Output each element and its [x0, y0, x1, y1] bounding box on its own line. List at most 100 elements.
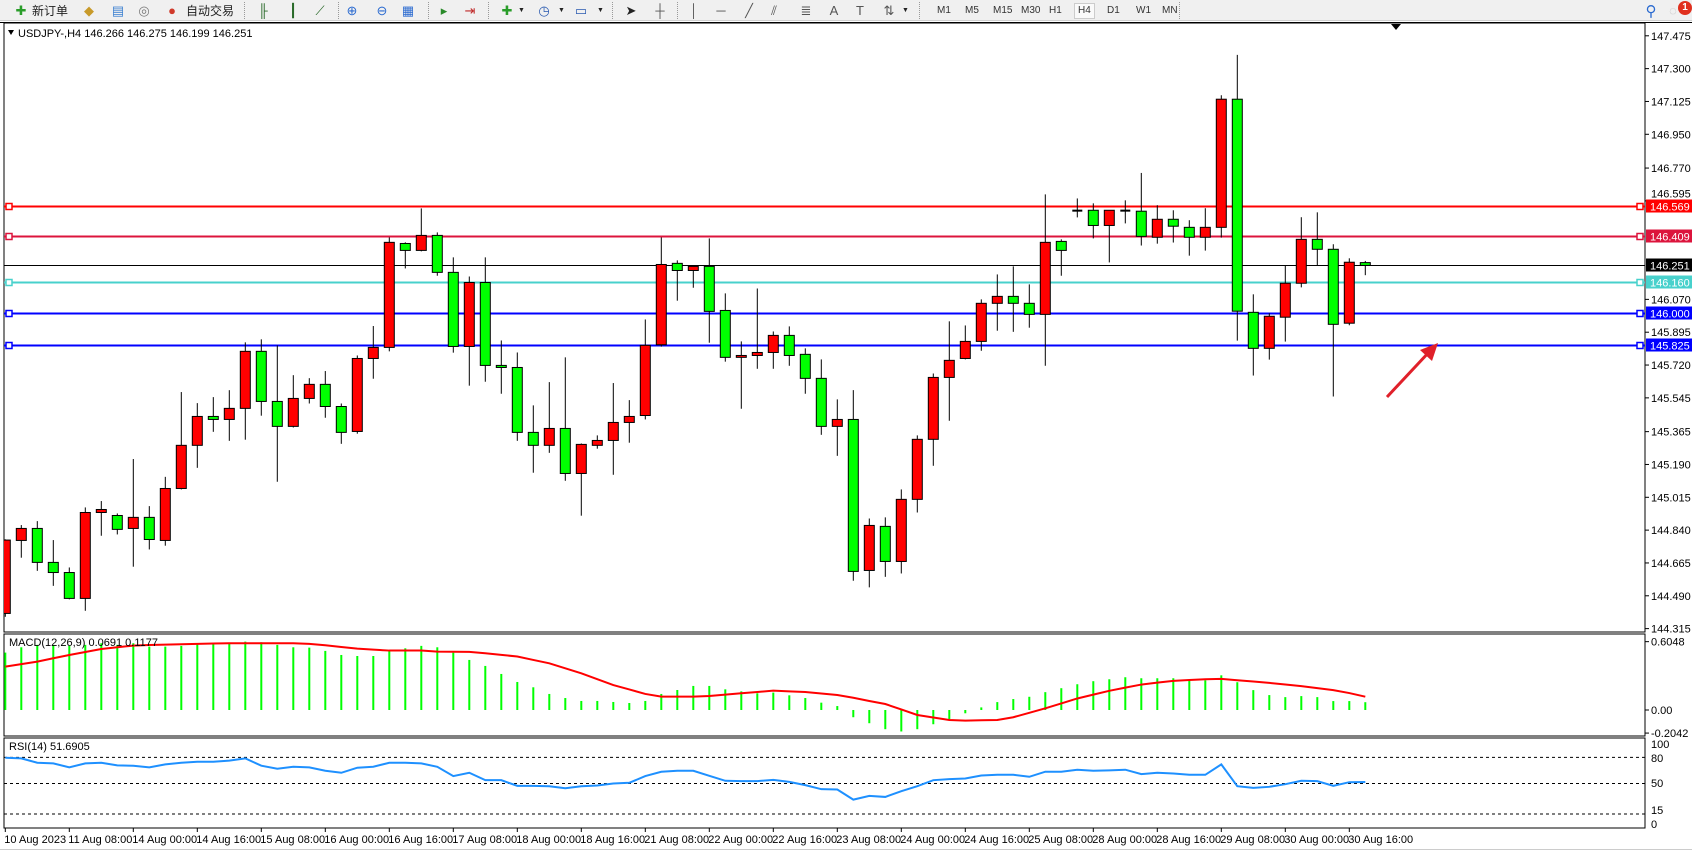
timeframe-w1[interactable]: W1: [1136, 5, 1151, 16]
candle: [1007, 266, 1019, 332]
line-handle[interactable]: [5, 202, 13, 211]
candle-body: [127, 516, 139, 529]
autoscroll-icon[interactable]: ▸: [440, 2, 448, 18]
chevron-down-icon[interactable]: ▼: [597, 7, 604, 14]
candle-body: [335, 405, 347, 433]
price-tag: [1646, 306, 1692, 320]
horizontal-line-icon[interactable]: ─: [716, 3, 726, 18]
candle: [735, 341, 747, 409]
line-handle[interactable]: [5, 232, 13, 241]
line-chart-icon[interactable]: ⟋: [315, 2, 325, 18]
bar-chart-icon[interactable]: ╟: [258, 3, 268, 18]
candle: [1327, 244, 1339, 397]
candlestick-icon[interactable]: ┃: [289, 2, 297, 18]
tile-windows-icon[interactable]: ▦: [401, 2, 415, 18]
fibonacci-icon[interactable]: ≣: [800, 2, 812, 18]
indicators-icon[interactable]: ✚: [501, 2, 513, 18]
candle-body: [175, 444, 187, 489]
signals-icon[interactable]: ◎: [138, 2, 150, 18]
periods-icon[interactable]: ◷: [538, 2, 550, 18]
zoom-out-icon[interactable]: ⊖: [376, 2, 388, 18]
templates-icon[interactable]: ▭: [574, 2, 588, 18]
candle-body: [223, 407, 235, 420]
candle-body: [495, 364, 507, 368]
candle-body: [63, 572, 75, 599]
candle: [575, 443, 587, 516]
equidistant-channel-icon[interactable]: ⫽: [771, 2, 777, 18]
line-handle[interactable]: [5, 341, 13, 350]
notifications-icon[interactable]: ◌: [1669, 3, 1677, 18]
candle: [783, 326, 795, 366]
candle-body: [1055, 240, 1067, 251]
rsi-axis-label: 80: [1651, 753, 1663, 765]
new-order-button[interactable]: 新订单: [32, 4, 69, 18]
candle: [335, 403, 347, 444]
crosshair-icon[interactable]: ┼: [655, 3, 665, 18]
candle: [1311, 212, 1323, 266]
candle: [1103, 209, 1115, 263]
timeframe-m30[interactable]: M30: [1021, 5, 1041, 16]
chevron-down-icon[interactable]: ▼: [558, 7, 565, 14]
arrows-icon[interactable]: ⇅: [883, 2, 895, 18]
line-handle[interactable]: [1636, 278, 1644, 287]
candle: [223, 390, 235, 441]
price-axis-label: 147.300: [1651, 64, 1691, 76]
price-tag: [1646, 338, 1692, 352]
rsi-pane[interactable]: [3, 737, 1646, 829]
separator: [919, 2, 920, 19]
line-handle[interactable]: [5, 278, 13, 287]
time-axis-label: 28 Aug 16:00: [1156, 834, 1221, 846]
timeframe-m15[interactable]: M15: [993, 5, 1013, 16]
chevron-down-icon[interactable]: ▼: [902, 7, 909, 14]
candle-body: [303, 383, 315, 399]
timeframe-m5[interactable]: M5: [965, 5, 979, 16]
dropdown-triangle-icon[interactable]: [8, 30, 14, 35]
time-axis-label: 22 Aug 16:00: [772, 834, 837, 846]
candle-body: [1279, 282, 1291, 318]
timeframe-d1[interactable]: D1: [1107, 5, 1120, 16]
chart-shift-icon[interactable]: ⇥: [464, 2, 476, 18]
candle-body: [1359, 262, 1371, 266]
candle: [1343, 258, 1355, 326]
zoom-in-icon[interactable]: ⊕: [346, 2, 358, 18]
timeframe-mn[interactable]: MN: [1162, 5, 1178, 16]
auto-trading-icon[interactable]: ●: [168, 3, 176, 18]
auto-trading-button[interactable]: 自动交易: [186, 4, 235, 18]
chevron-down-icon[interactable]: ▼: [518, 7, 525, 14]
line-handle[interactable]: [1636, 341, 1644, 350]
macd-pane[interactable]: [3, 633, 1646, 737]
candle: [1295, 217, 1307, 288]
terminal-icon[interactable]: ▤: [111, 2, 125, 18]
line-handle[interactable]: [1636, 202, 1644, 211]
time-axis-label: 14 Aug 16:00: [196, 834, 261, 846]
candle: [351, 355, 363, 434]
rsi-axis-label: 15: [1651, 805, 1663, 817]
candle: [1199, 208, 1211, 251]
trendline-icon[interactable]: ╱: [745, 2, 753, 18]
main-pane[interactable]: [3, 22, 1646, 633]
line-handle[interactable]: [1636, 232, 1644, 241]
history-icon[interactable]: ◆: [84, 2, 94, 18]
line-handle[interactable]: [1636, 309, 1644, 318]
chart-shift-marker-icon[interactable]: [1391, 24, 1401, 30]
candle-body: [671, 262, 683, 271]
time-axis-label: 28 Aug 00:00: [1092, 834, 1157, 846]
line-handle[interactable]: [5, 309, 13, 318]
candle: [559, 357, 571, 481]
cursor-icon[interactable]: ➤: [625, 2, 637, 18]
vertical-line-icon[interactable]: │: [689, 3, 699, 18]
candle: [4, 539, 11, 617]
price-tag: [1646, 229, 1692, 243]
candle-body: [1295, 238, 1307, 284]
timeframe-h4[interactable]: H4: [1074, 3, 1095, 19]
timeframe-h1[interactable]: H1: [1049, 5, 1062, 16]
text-icon[interactable]: A: [829, 3, 839, 18]
new-order-icon[interactable]: ✚: [15, 2, 27, 18]
time-axis-label: 15 Aug 08:00: [260, 834, 325, 846]
search-icon[interactable]: ⚲: [1645, 2, 1657, 20]
text-label-icon[interactable]: T: [856, 3, 864, 18]
price-axis-label: 145.015: [1651, 492, 1691, 504]
timeframe-m1[interactable]: M1: [937, 5, 951, 16]
candle-body: [1135, 210, 1147, 237]
